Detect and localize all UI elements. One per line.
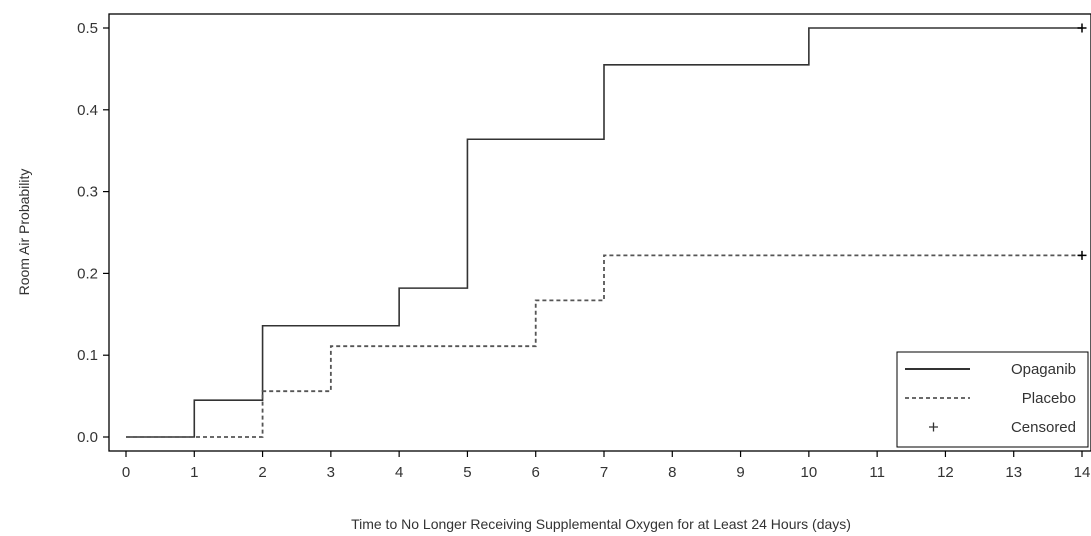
series-line-opaganib [126, 27, 1082, 438]
series-line-placebo [126, 254, 1082, 438]
x-tick-label: 9 [736, 464, 744, 481]
series-layer [126, 23, 1087, 438]
x-tick-label: 14 [1074, 464, 1091, 481]
censored-marker-placebo [1077, 250, 1087, 260]
legend-box [896, 351, 1089, 448]
y-tick-label: 0.0 [77, 429, 98, 446]
x-tick-label: 6 [532, 464, 540, 481]
x-tick-label: 2 [258, 464, 266, 481]
x-tick-label: 10 [801, 464, 818, 481]
legend: Opaganib Placebo Censored [896, 351, 1089, 448]
y-tick-label: 0.4 [77, 102, 98, 119]
x-axis-title: Time to No Longer Receiving Supplemental… [351, 516, 851, 532]
x-tick-label: 0 [122, 464, 130, 481]
legend-censored-marker [929, 422, 938, 432]
x-tick-label: 8 [668, 464, 676, 481]
y-tick-label: 0.1 [77, 347, 98, 364]
y-axis-title: Room Air Probability [16, 169, 32, 296]
x-tick-label: 12 [937, 464, 954, 481]
x-tick-label: 7 [600, 464, 608, 481]
y-tick-label: 0.2 [77, 265, 98, 282]
legend-label-opaganib: Opaganib [1011, 361, 1076, 378]
x-tick-label: 11 [869, 464, 885, 481]
censored-marker-opaganib [1077, 23, 1087, 33]
legend-label-placebo: Placebo [1022, 390, 1076, 407]
plot-frame [108, 13, 1091, 452]
y-tick-label: 0.3 [77, 184, 98, 201]
x-tick-label: 4 [395, 464, 403, 481]
x-tick-label: 1 [190, 464, 198, 481]
y-tick-label: 0.5 [77, 20, 98, 37]
x-tick-label: 5 [463, 464, 471, 481]
x-tick-label: 3 [327, 464, 335, 481]
x-tick-label: 13 [1005, 464, 1022, 481]
x-axis: 0 1 2 3 4 5 6 7 8 9 10 11 12 13 14 [122, 451, 1091, 481]
y-axis: 0.0 0.1 0.2 0.3 0.4 0.5 [77, 20, 109, 446]
legend-label-censored: Censored [1011, 419, 1076, 436]
